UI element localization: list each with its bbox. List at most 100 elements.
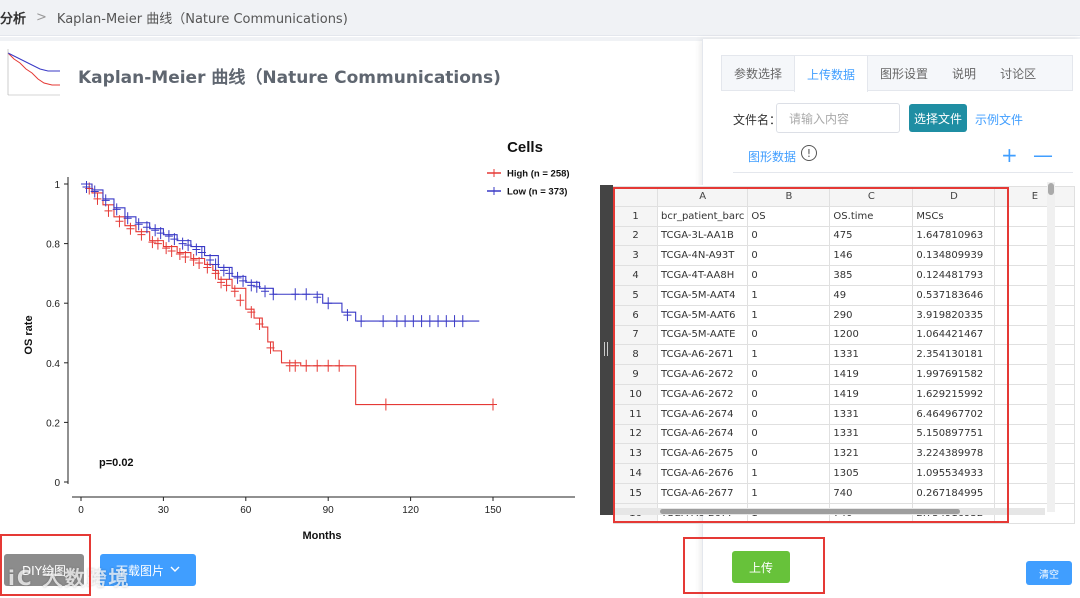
- chevron-down-icon: [170, 563, 180, 577]
- vertical-scrollbar[interactable]: [1047, 182, 1055, 512]
- row-number[interactable]: 7: [613, 324, 658, 346]
- x-tick-label: 150: [485, 505, 502, 516]
- tab-upload-data[interactable]: 上传数据: [794, 56, 869, 92]
- censor-mark: [381, 398, 390, 411]
- add-row-icon[interactable]: +: [1001, 143, 1018, 167]
- censor-mark: [324, 359, 333, 372]
- panel-tabs: 参数选择 上传数据 图形设置 说明 讨论区: [721, 55, 1073, 92]
- censor-mark: [324, 297, 333, 310]
- tab-discussion[interactable]: 讨论区: [1000, 66, 1037, 81]
- censor-mark: [112, 203, 121, 216]
- censor-mark: [302, 359, 311, 372]
- row-number[interactable]: 3: [613, 245, 658, 267]
- censor-mark: [269, 288, 278, 301]
- censor-mark: [434, 315, 443, 328]
- breadcrumb-parent[interactable]: 分析: [0, 12, 27, 27]
- table-row: 1 bcr_patient_barc OS OS.time MSCs: [613, 205, 1076, 227]
- vertical-scroll-thumb[interactable]: [1048, 183, 1054, 195]
- chart-legend: High (n = 258) Low (n = 373): [487, 169, 570, 198]
- remove-row-icon[interactable]: —: [1033, 143, 1053, 167]
- censor-mark: [93, 192, 102, 205]
- choose-file-button[interactable]: 选择文件: [909, 104, 967, 132]
- table-cell[interactable]: TCGA-A6-2675: [656, 443, 749, 465]
- y-tick-label: 1: [54, 180, 60, 191]
- download-image-button[interactable]: 下载图片: [100, 554, 196, 586]
- table-row: 6 TCGA-5M-AAT6 1 290 3.919820335: [613, 304, 1076, 326]
- file-name-input[interactable]: 请输入内容: [776, 103, 900, 133]
- censor-mark: [489, 398, 497, 411]
- horizontal-scroll-thumb[interactable]: [660, 509, 960, 514]
- censor-mark: [313, 291, 322, 304]
- censor-mark: [450, 315, 459, 328]
- censor-mark: [189, 253, 198, 266]
- censor-mark: [236, 294, 245, 307]
- upload-button[interactable]: 上传: [732, 551, 790, 583]
- censor-mark: [192, 243, 201, 256]
- breadcrumb-bar: 分析 > Kaplan-Meier 曲线（Nature Communicatio…: [0, 0, 1080, 36]
- censor-mark: [126, 222, 135, 235]
- censor-mark: [123, 212, 132, 225]
- censor-mark: [343, 309, 352, 322]
- x-tick-label: 60: [240, 505, 252, 516]
- download-label: 下载图片: [115, 563, 164, 578]
- censor-mark: [255, 318, 264, 331]
- table-row: 3 TCGA-4N-A93T 0 146 0.134809939: [613, 245, 1076, 267]
- row-number[interactable]: 10: [613, 383, 658, 405]
- censor-mark: [392, 315, 401, 328]
- row-number[interactable]: 4: [613, 265, 658, 286]
- tab-graph-settings[interactable]: 图形设置: [880, 66, 929, 81]
- diy-plot-button[interactable]: DIY绘图: [4, 554, 84, 586]
- chart-axes: 0 0.2 0.4 0.6 0.8 1 0 30 60 90 120 150: [46, 177, 575, 516]
- censor-mark: [90, 185, 99, 198]
- censor-mark: [225, 267, 234, 280]
- y-tick-label: 0.2: [46, 418, 60, 429]
- tab-description[interactable]: 说明: [952, 66, 977, 81]
- divider: [0, 37, 1080, 41]
- censor-mark: [195, 256, 204, 269]
- km-curve-1: [81, 183, 480, 322]
- censor-mark: [409, 315, 418, 328]
- censor-mark: [425, 315, 434, 328]
- censor-mark: [442, 315, 451, 328]
- chart-series: [81, 180, 497, 411]
- censor-mark: [162, 242, 171, 255]
- panel-divider: [733, 172, 1073, 173]
- censor-mark: [233, 271, 242, 284]
- column-header[interactable]: A: [656, 186, 749, 207]
- row-number[interactable]: 8: [613, 344, 658, 366]
- censor-mark: [357, 315, 366, 328]
- censor-mark: [178, 237, 187, 250]
- censor-mark: [101, 194, 110, 207]
- row-number[interactable]: 12: [613, 423, 658, 445]
- x-tick-label: 120: [402, 505, 419, 516]
- censor-mark: [291, 359, 300, 372]
- censor-mark: [206, 253, 215, 266]
- info-icon[interactable]: !: [801, 145, 817, 161]
- censor-mark: [458, 315, 467, 328]
- censor-mark: [335, 359, 344, 372]
- censor-mark: [170, 233, 179, 246]
- tab-parameters[interactable]: 参数选择: [734, 66, 783, 81]
- x-tick-label: 30: [158, 505, 170, 516]
- censor-mark: [137, 228, 146, 241]
- table-cell[interactable]: TCGA-A6-2672: [656, 364, 749, 385]
- censor-mark: [156, 227, 165, 240]
- clear-button[interactable]: 清空: [1026, 561, 1072, 585]
- row-number[interactable]: 6: [613, 304, 658, 326]
- censor-mark: [261, 285, 270, 298]
- drag-handle-icon[interactable]: [604, 342, 608, 356]
- file-name-label: 文件名：: [733, 113, 782, 127]
- censor-mark: [252, 280, 261, 293]
- censor-mark: [115, 215, 124, 228]
- table-row: 10 TCGA-A6-2672 0 1419 1.629215992: [613, 383, 1076, 405]
- p-value-annotation: p=0.02: [99, 457, 134, 469]
- censor-mark: [379, 315, 388, 328]
- sheet-resize-bar[interactable]: [600, 185, 613, 515]
- censor-mark: [82, 180, 91, 193]
- column-header[interactable]: C: [829, 186, 914, 207]
- km-chart: Cells OS rate Months p=0.02 0 0.2 0.4 0.6 0.…: [23, 139, 575, 542]
- sample-file-link[interactable]: 示例文件: [975, 113, 1024, 127]
- column-header[interactable]: B: [747, 186, 831, 207]
- censor-mark: [247, 306, 256, 319]
- y-tick-label: 0.4: [46, 359, 60, 370]
